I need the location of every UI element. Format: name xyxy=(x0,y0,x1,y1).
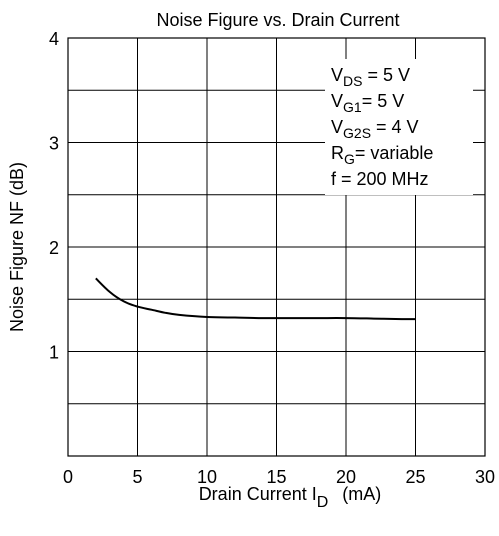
y-tick-label: 1 xyxy=(49,343,59,363)
x-axis-label-subscript: D xyxy=(317,494,329,511)
annotation-subscript: DS xyxy=(343,73,362,89)
x-tick-label: 25 xyxy=(405,467,425,487)
annotation-subscript: G1 xyxy=(343,99,362,115)
y-axis-label: Noise Figure NF (dB) xyxy=(7,162,27,332)
annotation-main: R xyxy=(331,143,344,163)
plot-frame xyxy=(67,37,486,457)
annotation-value: = 5 V xyxy=(362,65,410,85)
x-tick-label: 0 xyxy=(63,467,73,487)
annotation-main: V xyxy=(331,65,343,85)
x-axis-label-main: Drain Current I xyxy=(199,484,317,504)
annotation-subscript: G2S xyxy=(343,125,371,141)
annotation-line: VDS = 5 V xyxy=(331,65,410,89)
annotation-value: = 4 V xyxy=(371,117,419,137)
x-tick-label: 5 xyxy=(132,467,142,487)
y-tick-labels: 1 2 3 4 xyxy=(49,29,59,363)
y-tick-label: 4 xyxy=(49,29,59,49)
x-tick-label: 20 xyxy=(336,467,356,487)
annotation-line: f = 200 MHz xyxy=(331,169,429,189)
annotation-background xyxy=(325,59,473,195)
annotation-main: V xyxy=(331,91,343,111)
x-tick-label: 15 xyxy=(266,467,286,487)
noise-figure-line xyxy=(95,277,416,321)
x-tick-label: 30 xyxy=(475,467,495,487)
x-tick-label: 10 xyxy=(197,467,217,487)
annotation-line: RG= variable xyxy=(331,143,433,167)
x-axis-label-unit: (mA) xyxy=(342,484,381,504)
annotation-line: VG2S = 4 V xyxy=(331,117,419,141)
annotation-main: f = 200 MHz xyxy=(331,169,429,189)
y-tick-label: 2 xyxy=(49,238,59,258)
annotation-subscript: G xyxy=(344,151,355,167)
chart-title: Noise Figure vs. Drain Current xyxy=(156,10,399,30)
annotation-value: = variable xyxy=(355,143,434,163)
annotation-line: VG1= 5 V xyxy=(331,91,404,115)
y-tick-label: 3 xyxy=(49,134,59,154)
x-axis-label: Drain Current ID (mA) xyxy=(199,484,382,511)
annotation-main: V xyxy=(331,117,343,137)
annotation-value: = 5 V xyxy=(362,91,405,111)
x-tick-labels: 0 5 10 15 20 25 30 xyxy=(63,467,495,487)
